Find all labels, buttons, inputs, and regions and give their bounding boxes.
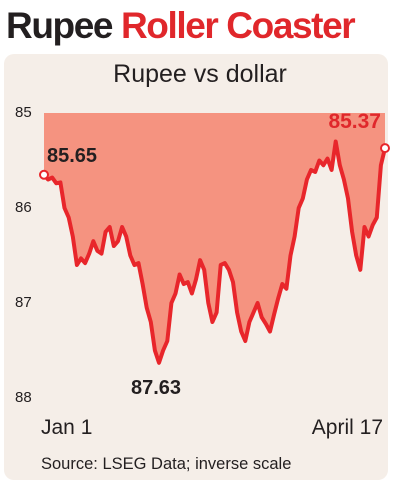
end-point-marker xyxy=(380,143,390,154)
headline-part-1: Rupee xyxy=(6,5,113,46)
y-tick-label: 87 xyxy=(15,294,32,311)
end-value-label: 85.37 xyxy=(328,110,381,133)
start-value-label: 85.65 xyxy=(47,145,97,167)
start-point-marker xyxy=(39,169,49,180)
x-tick-label-end: April 17 xyxy=(312,416,383,439)
source-note: Source: LSEG Data; inverse scale xyxy=(41,455,292,473)
y-axis: 85 86 87 88 xyxy=(15,104,32,406)
y-tick-label: 85 xyxy=(15,104,32,121)
x-tick-label-start: Jan 1 xyxy=(41,416,92,439)
y-tick-label: 86 xyxy=(15,199,32,216)
area-fill xyxy=(44,113,385,363)
low-value-label: 87.63 xyxy=(131,377,181,399)
headline: Rupee Roller Coaster xyxy=(6,4,356,48)
series-line xyxy=(42,139,387,365)
y-tick-label: 88 xyxy=(15,389,32,406)
chart-title: Rupee vs dollar xyxy=(113,60,287,88)
headline-part-2: Roller Coaster xyxy=(120,5,356,46)
